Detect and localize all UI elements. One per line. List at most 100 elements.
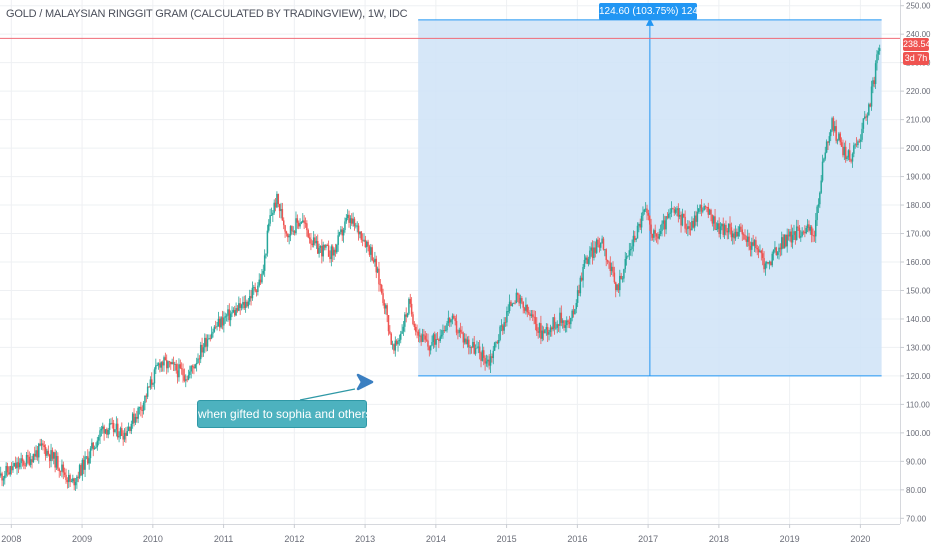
candle — [790, 224, 793, 248]
candle — [744, 229, 746, 241]
candle — [721, 223, 723, 231]
candle — [421, 328, 424, 343]
candle-body — [421, 334, 424, 342]
candle-body — [617, 284, 620, 291]
candle-body — [797, 226, 799, 228]
candle — [537, 327, 539, 339]
candle — [363, 233, 365, 242]
candle — [121, 422, 123, 437]
candle-body — [246, 301, 248, 307]
candle — [33, 446, 36, 461]
candle-body — [840, 142, 843, 147]
candle — [745, 235, 748, 247]
candle-body — [572, 310, 575, 315]
candle-body — [202, 347, 205, 353]
candle-body — [491, 356, 493, 359]
candle-body — [171, 362, 173, 365]
candle — [846, 155, 848, 162]
candle-body — [462, 333, 465, 343]
candle — [740, 223, 742, 233]
candle-body — [423, 334, 425, 336]
candle — [138, 406, 141, 415]
candle — [378, 261, 380, 292]
candle-body — [582, 267, 584, 281]
candle-body — [786, 234, 788, 247]
candle-body — [704, 206, 707, 207]
candle-body — [751, 242, 753, 250]
candle — [774, 241, 776, 253]
candle-body — [576, 290, 579, 303]
candle-body — [620, 275, 622, 279]
candle-body — [153, 369, 156, 384]
candle-body — [561, 320, 564, 323]
candle — [639, 218, 641, 231]
candle-body — [624, 259, 627, 270]
candle-body — [85, 456, 88, 458]
candle-body — [36, 450, 39, 458]
candle-body — [405, 314, 407, 317]
candle-body — [97, 437, 100, 441]
candle-body — [322, 244, 324, 257]
candle-body — [717, 223, 719, 230]
candle-body — [268, 223, 270, 231]
candle — [736, 228, 738, 237]
candle — [564, 320, 567, 333]
candle — [763, 251, 765, 273]
candle — [289, 225, 292, 242]
candle — [536, 317, 538, 336]
candle — [419, 328, 421, 343]
candle — [746, 229, 749, 247]
candle — [669, 208, 671, 220]
candle-body — [530, 314, 533, 316]
x-tick-label: 2015 — [497, 534, 517, 544]
candle — [269, 208, 271, 227]
candle — [493, 341, 496, 352]
candle-body — [800, 236, 802, 238]
candle-body — [44, 447, 47, 456]
candle-body — [140, 406, 142, 410]
measure-tool[interactable] — [418, 17, 882, 377]
candle — [333, 247, 335, 260]
candle — [809, 224, 812, 235]
candle — [297, 220, 300, 230]
candle-body — [560, 312, 563, 323]
candle — [512, 302, 515, 304]
candle-body — [269, 215, 271, 224]
candle-body — [163, 357, 165, 366]
candle — [288, 234, 290, 245]
note-callout[interactable]: when gifted to sophia and others — [197, 400, 371, 428]
candle-body — [666, 216, 669, 218]
candle — [634, 230, 636, 243]
candle-body — [187, 374, 190, 380]
candle — [567, 319, 569, 328]
price-axis[interactable]: 70.00 80.00 90.00 100.00 110.00 120.00 130.00 1… — [900, 0, 932, 550]
x-tick-label: 2018 — [709, 534, 729, 544]
candle — [262, 264, 265, 276]
candle-body — [233, 309, 236, 316]
candle — [28, 451, 31, 467]
time-axis[interactable]: 2008 2009 2010 2011 2012 2013 2014 2015 2016 2017… — [0, 524, 932, 550]
candle-body — [81, 459, 84, 476]
candle — [873, 76, 876, 88]
candle — [178, 358, 180, 382]
candle — [642, 206, 644, 221]
candle — [436, 332, 439, 340]
candle — [688, 220, 690, 235]
candle-body — [650, 224, 652, 234]
candle-body — [39, 443, 41, 446]
candle — [820, 175, 822, 195]
candle-body — [285, 231, 288, 234]
candle — [435, 333, 437, 352]
candle — [595, 238, 598, 254]
candle-body — [310, 239, 312, 244]
candle-body — [253, 287, 255, 288]
candle-body — [28, 456, 31, 465]
candle-body — [190, 366, 192, 372]
candle-body — [876, 54, 878, 64]
candle-body — [733, 233, 735, 239]
candle — [759, 244, 761, 253]
candle — [270, 207, 273, 216]
candle — [74, 478, 77, 491]
candle-body — [262, 270, 265, 274]
candle — [476, 340, 478, 349]
